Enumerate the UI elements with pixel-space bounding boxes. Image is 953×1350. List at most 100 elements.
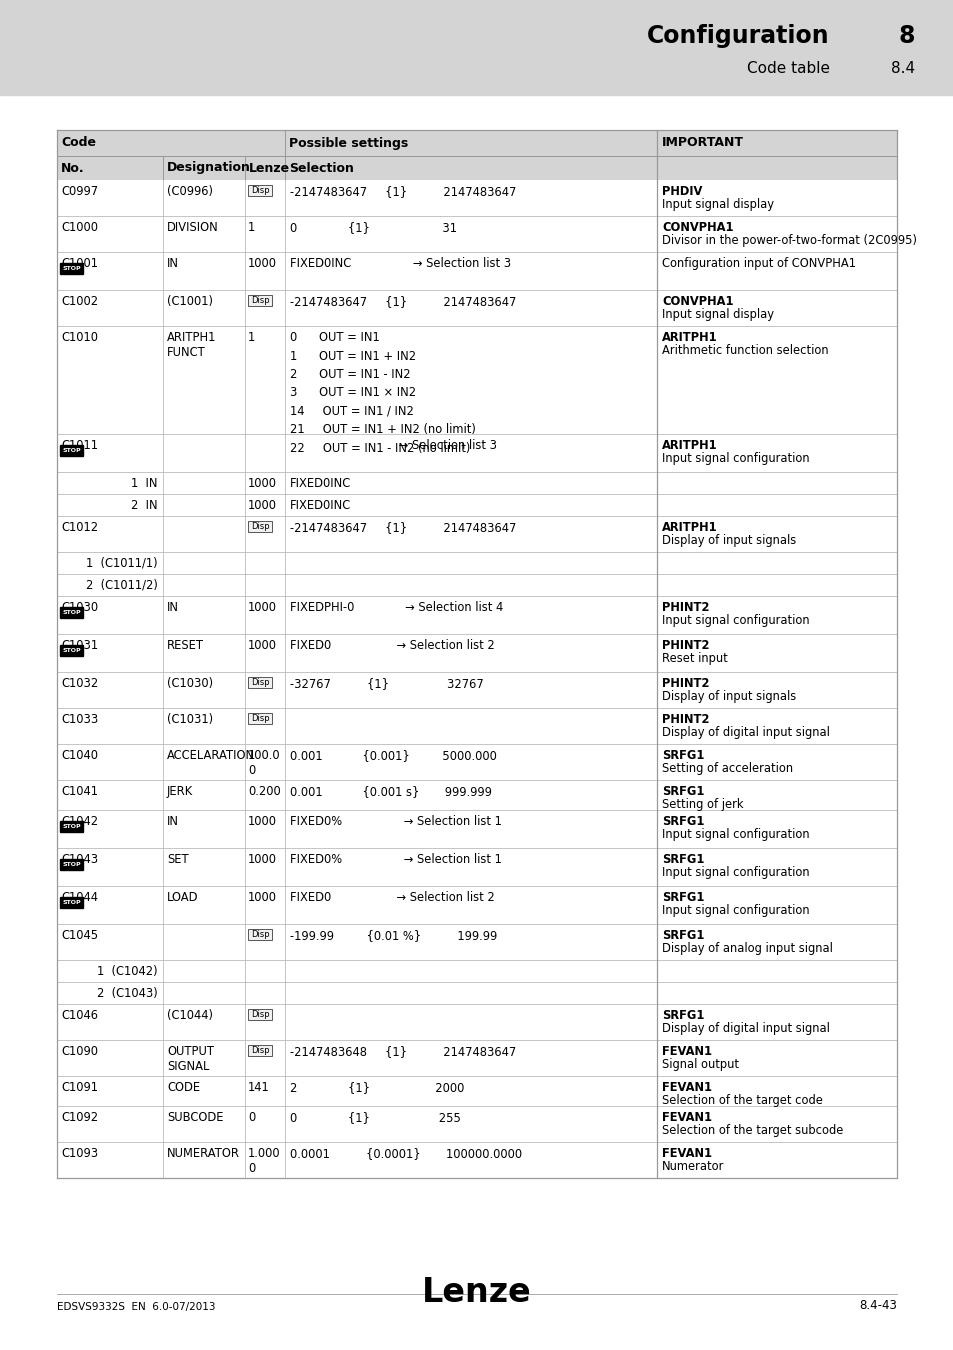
Text: Input signal configuration: Input signal configuration [661,904,809,917]
Text: 1000: 1000 [248,639,276,652]
Text: 1: 1 [248,221,255,234]
Text: IN: IN [167,815,179,828]
Text: LOAD: LOAD [167,891,198,904]
Bar [57,707,896,744]
Bar [248,713,272,724]
FancyBboxPatch shape [60,822,84,833]
Text: ARITPH1: ARITPH1 [661,521,717,535]
Bar [57,1076,896,1106]
Text: SRFG1: SRFG1 [661,815,703,828]
Text: Disp: Disp [251,1046,269,1054]
Text: Code: Code [61,136,96,150]
Text: C1030: C1030 [61,601,98,614]
Text: Disp: Disp [251,930,269,940]
Bar [57,981,896,1004]
Text: Numerator: Numerator [661,1160,723,1173]
Bar [57,252,896,290]
Text: 1000: 1000 [248,500,276,512]
Text: 8.4-43: 8.4-43 [859,1299,896,1312]
Text: STOP: STOP [63,610,81,616]
Text: SRFG1: SRFG1 [661,1008,703,1022]
Bar [57,810,896,848]
FancyBboxPatch shape [60,446,84,456]
Text: Input signal display: Input signal display [661,308,773,321]
Bar [57,574,896,595]
Text: STOP: STOP [63,863,81,868]
Text: 1000: 1000 [248,601,276,614]
Text: 0.200: 0.200 [248,784,280,798]
Text: ARITPH1
FUNCT: ARITPH1 FUNCT [167,331,216,359]
Bar [57,216,896,252]
Text: 1: 1 [248,331,255,344]
Text: 0.001           {0.001}         5000.000: 0.001 {0.001} 5000.000 [290,749,497,761]
Text: 1.000
0: 1.000 0 [248,1148,280,1174]
Text: 2              {1}                  2000: 2 {1} 2000 [290,1081,464,1094]
Text: SRFG1: SRFG1 [661,891,703,904]
Text: C1011: C1011 [61,439,98,452]
Text: FIXED0INC                 → Selection list 3: FIXED0INC → Selection list 3 [290,256,511,270]
Text: 1  IN: 1 IN [132,477,158,490]
Text: C1045: C1045 [61,929,98,942]
Text: STOP: STOP [63,448,81,454]
Text: 1000: 1000 [248,256,276,270]
Text: SRFG1: SRFG1 [661,929,703,942]
Text: FIXED0INC: FIXED0INC [290,500,351,512]
Text: IN: IN [167,601,179,614]
Text: (C1044): (C1044) [167,1008,213,1022]
Text: C1032: C1032 [61,676,98,690]
Text: C1033: C1033 [61,713,98,726]
Text: STOP: STOP [63,825,81,829]
Text: 1000: 1000 [248,853,276,865]
Text: 2  (C1043): 2 (C1043) [97,987,158,1000]
Text: -199.99         {0.01 %}          199.99: -199.99 {0.01 %} 199.99 [290,929,497,942]
Bar [57,960,896,981]
Text: IMPORTANT: IMPORTANT [661,136,743,150]
Text: Display of input signals: Display of input signals [661,690,796,703]
FancyBboxPatch shape [60,860,84,871]
Bar [57,634,896,672]
Text: Code table: Code table [746,61,829,76]
Text: Lenze: Lenze [249,162,290,174]
Bar [57,130,896,157]
Text: (C1031): (C1031) [167,713,213,726]
Text: 0: 0 [248,1111,255,1125]
Bar [248,1008,272,1021]
Text: -2147483647     {1}          2147483647: -2147483647 {1} 2147483647 [290,185,516,198]
Text: SET: SET [167,853,189,865]
Bar [248,929,272,940]
Text: Input signal display: Input signal display [661,198,773,211]
FancyBboxPatch shape [60,645,84,656]
Text: FIXED0%                 → Selection list 1: FIXED0% → Selection list 1 [290,853,501,865]
Text: Input signal configuration: Input signal configuration [661,828,809,841]
Text: CONVPHA1: CONVPHA1 [661,221,733,234]
Text: FIXED0                  → Selection list 2: FIXED0 → Selection list 2 [290,891,495,904]
Bar [0,0,953,95]
Bar [57,595,896,634]
Bar [57,780,896,810]
Text: 0.0001          {0.0001}       100000.0000: 0.0001 {0.0001} 100000.0000 [290,1148,521,1160]
Text: PHINT2: PHINT2 [661,713,709,726]
Bar [248,1045,272,1056]
Text: IN: IN [167,256,179,270]
Text: FIXED0INC: FIXED0INC [290,477,351,490]
Text: C1001: C1001 [61,256,98,270]
Text: Disp: Disp [251,678,269,687]
Text: (C1001): (C1001) [167,296,213,308]
Text: FEVAN1: FEVAN1 [661,1081,711,1094]
Bar [57,290,896,325]
Bar [57,494,896,516]
Text: PHDIV: PHDIV [661,185,701,198]
Text: 1000: 1000 [248,891,276,904]
Text: 2  IN: 2 IN [132,500,158,512]
Text: Setting of jerk: Setting of jerk [661,798,742,811]
FancyBboxPatch shape [60,608,84,618]
Text: Disp: Disp [251,714,269,724]
Text: SUBCODE: SUBCODE [167,1111,223,1125]
Bar [248,185,272,196]
Bar [57,472,896,494]
Text: PHINT2: PHINT2 [661,601,709,614]
Text: Designation: Designation [167,162,251,174]
Text: NUMERATOR: NUMERATOR [167,1148,240,1160]
Text: C1090: C1090 [61,1045,98,1058]
Text: C1044: C1044 [61,891,98,904]
